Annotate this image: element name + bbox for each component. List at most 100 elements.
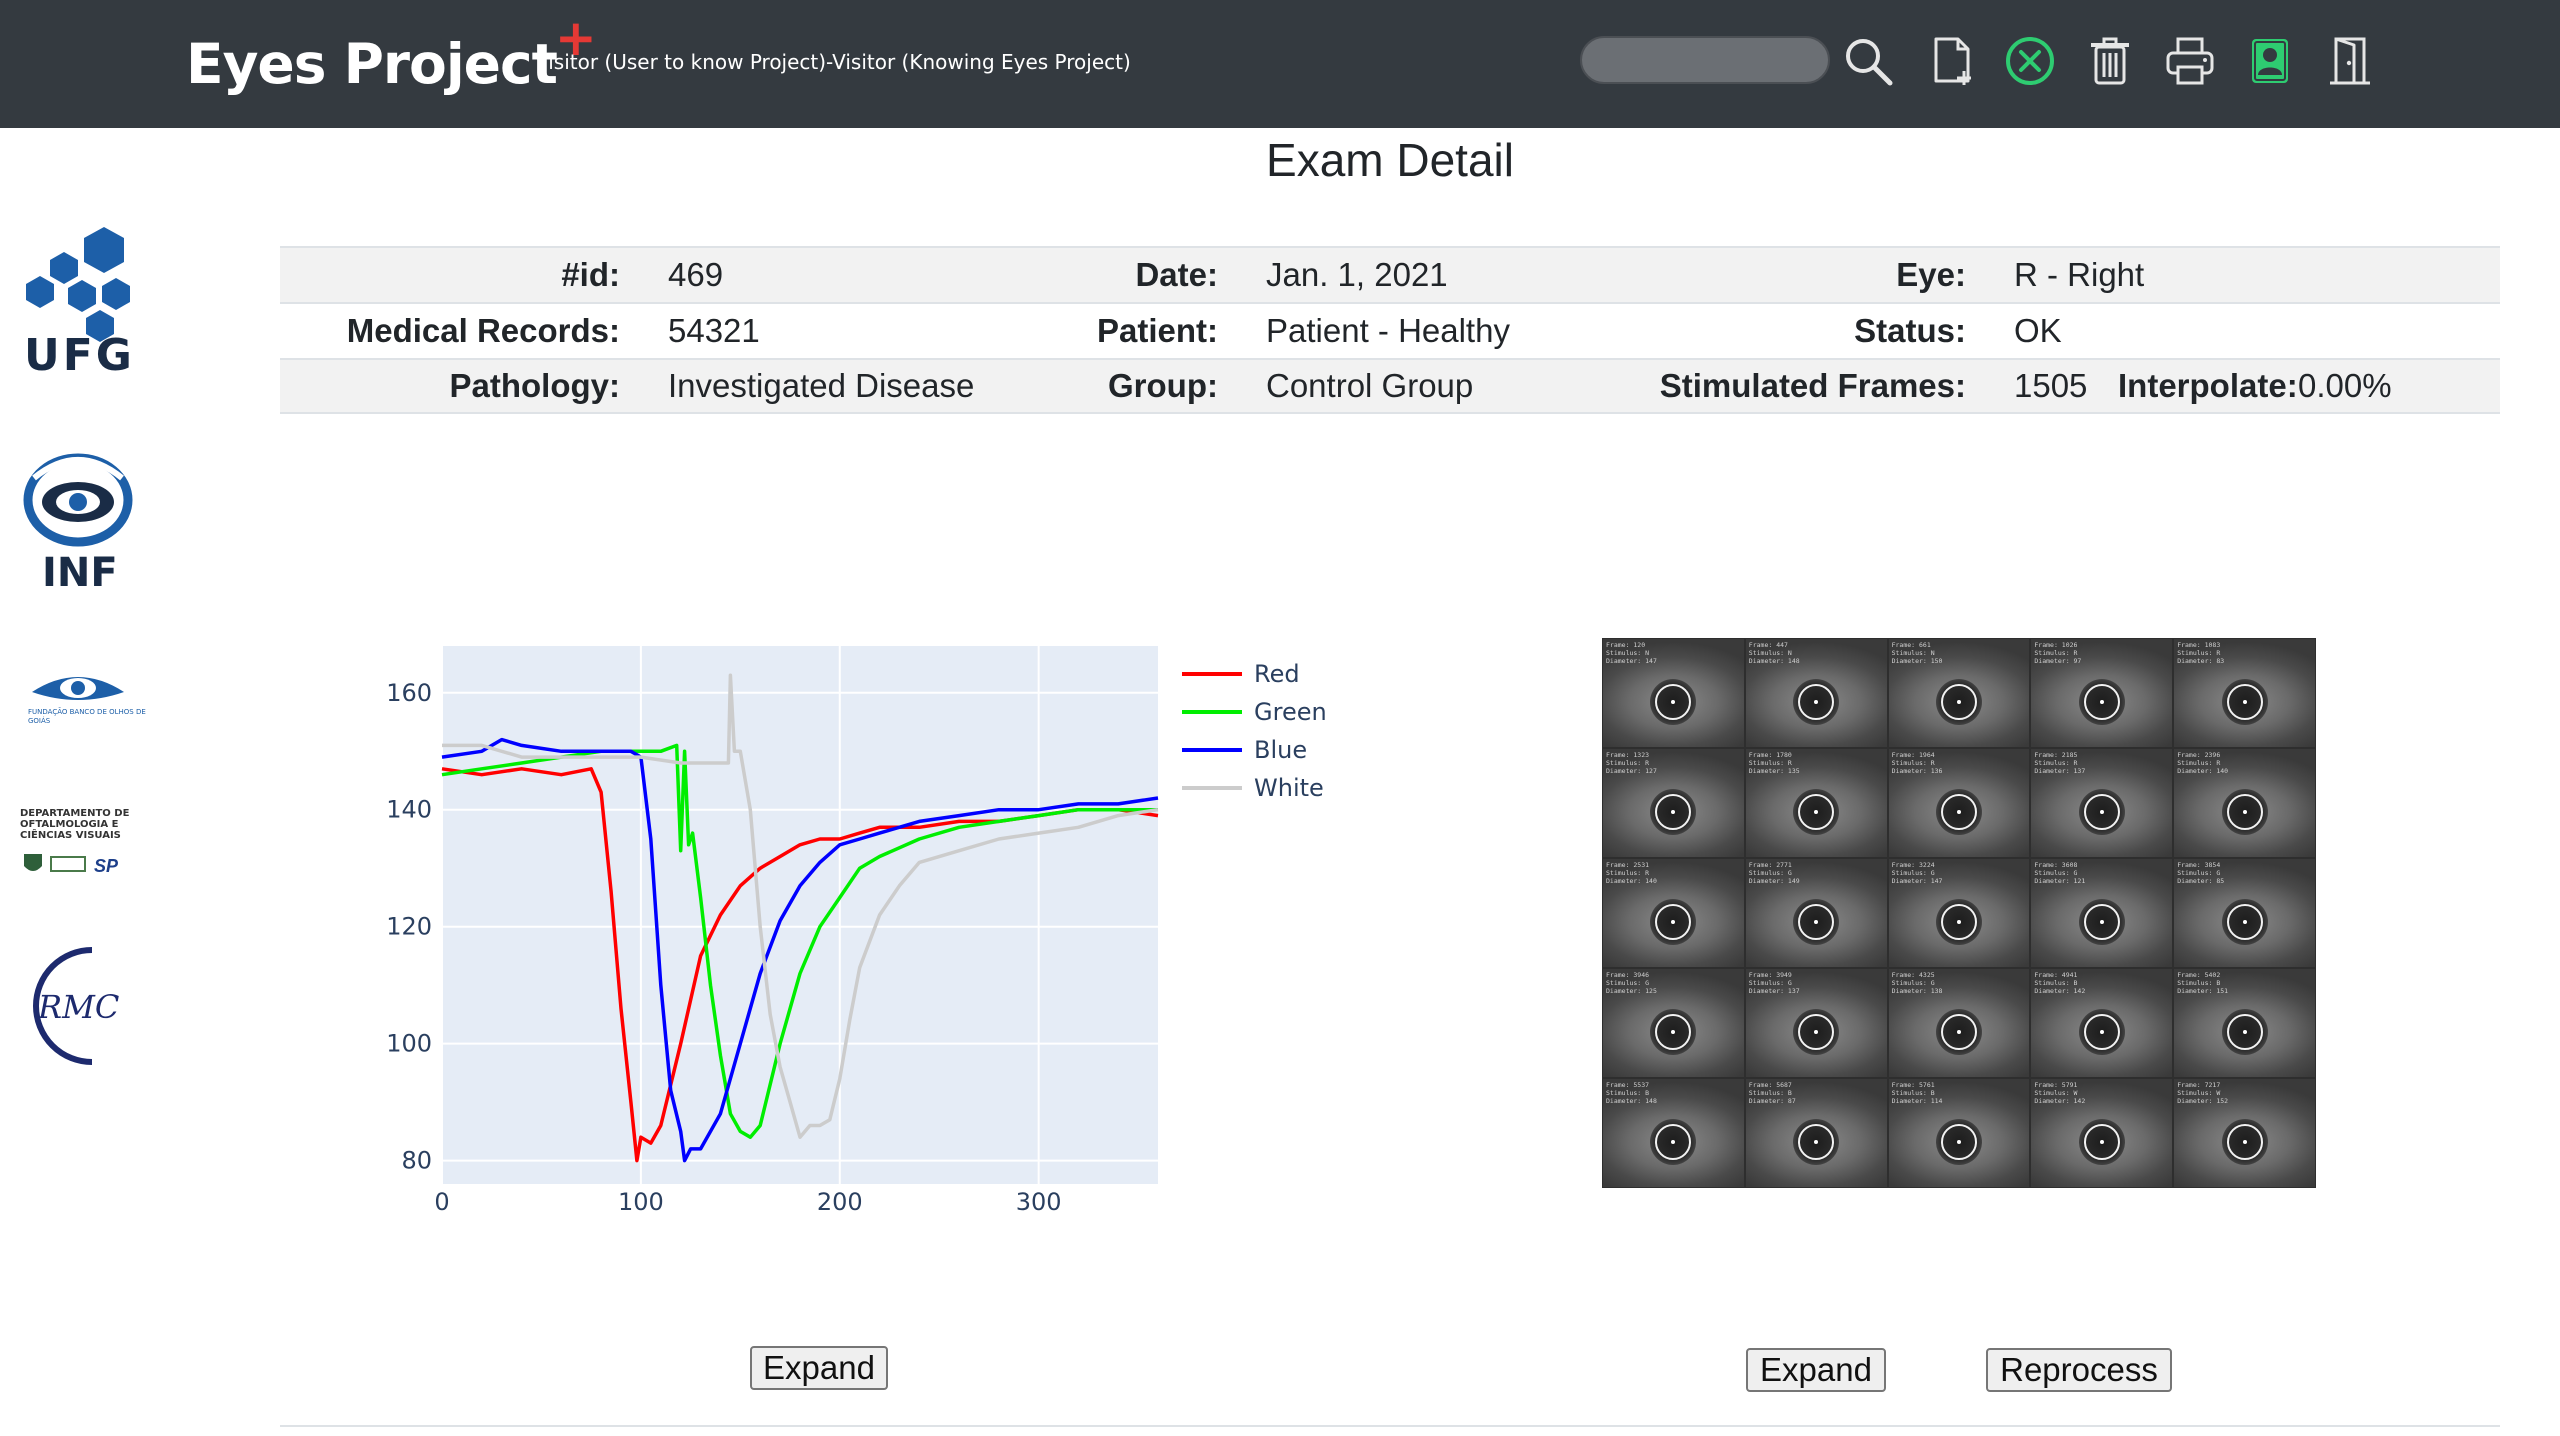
- group-value: Control Group: [1266, 367, 1474, 404]
- frame-caption: Frame: 7217 Stimulus: W Diameter: 152: [2177, 1081, 2229, 1105]
- y-tick-label: 140: [386, 796, 432, 824]
- expand-frames-button[interactable]: Expand: [1746, 1348, 1886, 1392]
- pupil-detection-ring: [1940, 1013, 1977, 1050]
- pupil-detection-ring: [1798, 1123, 1835, 1160]
- patient-value: Patient - Healthy: [1266, 312, 1510, 349]
- bottom-divider: [280, 1425, 2500, 1427]
- frame-caption: Frame: 2185 Stimulus: R Diameter: 137: [2034, 751, 2086, 775]
- brand-logo[interactable]: Eyes Project +: [186, 9, 599, 106]
- rmc-text: RMC: [37, 988, 119, 1026]
- frame-caption: Frame: 1083 Stimulus: R Diameter: 83: [2177, 641, 2225, 665]
- frame-caption: Frame: 3946 Stimulus: G Diameter: 125: [1606, 971, 1657, 995]
- pupil-center-marker: [2099, 919, 2104, 924]
- frame-caption: Frame: 1026 Stimulus: R Diameter: 97: [2034, 641, 2082, 665]
- reprocess-button[interactable]: Reprocess: [1986, 1348, 2172, 1392]
- pupil-center-marker: [1814, 809, 1819, 814]
- frame-caption: Frame: 5537 Stimulus: B Diameter: 148: [1606, 1081, 1657, 1105]
- search-icon[interactable]: [1840, 33, 1896, 89]
- departamento-logo: DEPARTAMENTO DE OFTALMOLOGIA E CIÊNCIAS …: [20, 808, 140, 888]
- ufg-text: UFG: [24, 330, 135, 381]
- x-tick-label: 0: [434, 1188, 449, 1216]
- frame-caption: Frame: 3608 Stimulus: G Diameter: 121: [2034, 861, 2086, 885]
- eye-frame-thumbnail: Frame: 4325 Stimulus: G Diameter: 138: [1887, 968, 2031, 1078]
- eye-label: Eye:: [1896, 256, 1966, 293]
- y-tick-label: 100: [386, 1030, 432, 1058]
- pupil-center-marker: [1671, 699, 1676, 704]
- brand-plus-mark: +: [554, 9, 597, 67]
- eye-frame-thumbnail: Frame: 1323 Stimulus: R Diameter: 127: [1602, 748, 1745, 858]
- frame-caption: Frame: 5687 Stimulus: B Diameter: 87: [1748, 1081, 1796, 1105]
- pupil-diameter-chart[interactable]: 0 100 200 300 80 100 120 140 160 Red Green Blue Whit…: [380, 620, 1380, 1240]
- user-badge-icon[interactable]: [2242, 33, 2298, 89]
- frames-label: Stimulated Frames:: [1659, 367, 1966, 404]
- eye-frame-thumbnail: Frame: 5791 Stimulus: W Diameter: 142: [2030, 1078, 2174, 1188]
- pupil-center-marker: [2242, 809, 2247, 814]
- frame-caption: Frame: 661 Stimulus: N Diameter: 150: [1891, 641, 1943, 665]
- top-navbar: Eyes Project + Visitor (User to know Pro…: [0, 0, 2560, 128]
- interpolate-label: Interpolate:: [2118, 367, 2298, 404]
- printer-icon[interactable]: [2162, 33, 2218, 89]
- pupil-detection-ring: [2226, 1013, 2263, 1050]
- eye-frame-thumbnail: Frame: 3608 Stimulus: G Diameter: 121: [2030, 858, 2174, 968]
- pupil-center-marker: [2242, 919, 2247, 924]
- pupil-detection-ring: [1940, 793, 1977, 830]
- group-label: Group:: [1108, 367, 1218, 404]
- y-tick-label: 120: [386, 913, 432, 941]
- eye-frame-thumbnail: Frame: 120 Stimulus: N Diameter: 147: [1602, 638, 1745, 748]
- pupil-center-marker: [1814, 1139, 1819, 1144]
- date-value: Jan. 1, 2021: [1266, 256, 1448, 293]
- frame-caption: Frame: 3224 Stimulus: G Diameter: 147: [1891, 861, 1943, 885]
- pupil-center-marker: [2099, 699, 2104, 704]
- inf-text: INF: [42, 550, 118, 596]
- pupil-detection-ring: [1655, 903, 1692, 940]
- search-input[interactable]: [1580, 36, 1830, 84]
- eye-frame-thumbnail: Frame: 2396 Stimulus: R Diameter: 140: [2173, 748, 2316, 858]
- page-title: Exam Detail: [1266, 134, 1514, 186]
- legend-label-blue: Blue: [1254, 736, 1307, 764]
- pupil-detection-ring: [1655, 683, 1692, 720]
- expand-chart-button[interactable]: Expand: [750, 1346, 888, 1390]
- id-value: 469: [668, 256, 724, 293]
- exam-info-row-1: #id: 469 Date: Jan. 1, 2021 Eye: R - Rig…: [280, 246, 2500, 302]
- pupil-center-marker: [1956, 919, 1961, 924]
- pupil-detection-ring: [1798, 793, 1835, 830]
- pupil-center-marker: [1671, 1139, 1676, 1144]
- inf-logo: INF: [20, 448, 140, 598]
- pupil-center-marker: [1814, 699, 1819, 704]
- frames-value: 1505: [2014, 367, 2088, 404]
- date-label: Date:: [1135, 256, 1218, 293]
- pupil-center-marker: [1956, 809, 1961, 814]
- new-file-icon[interactable]: [1924, 33, 1980, 89]
- ufg-logo: UFG: [20, 222, 140, 392]
- pupil-center-marker: [1814, 1029, 1819, 1034]
- brand-name: Eyes Project: [186, 32, 558, 96]
- eye-frame-thumbnail: Frame: 661 Stimulus: N Diameter: 150: [1887, 638, 2031, 748]
- pupil-center-marker: [2242, 1139, 2247, 1144]
- eye-frame-thumbnail: Frame: 5761 Stimulus: B Diameter: 114: [1887, 1078, 2031, 1188]
- exam-info-table: #id: 469 Date: Jan. 1, 2021 Eye: R - Rig…: [280, 246, 2500, 414]
- trash-icon[interactable]: [2082, 33, 2138, 89]
- frame-caption: Frame: 5761 Stimulus: B Diameter: 114: [1891, 1081, 1943, 1105]
- id-label: #id:: [561, 256, 620, 293]
- legend-label-green: Green: [1254, 698, 1327, 726]
- records-value: 54321: [668, 312, 760, 349]
- pupil-center-marker: [1814, 919, 1819, 924]
- pupil-detection-ring: [1940, 1123, 1977, 1160]
- status-value: OK: [2014, 312, 2062, 349]
- eye-frame-thumbnail: Frame: 3224 Stimulus: G Diameter: 147: [1887, 858, 2031, 968]
- interpolate-value: 0.00%: [2298, 367, 2392, 404]
- pupil-detection-ring: [1940, 903, 1977, 940]
- pupil-detection-ring: [1655, 793, 1692, 830]
- eye-frame-thumbnail: Frame: 1964 Stimulus: R Diameter: 136: [1887, 748, 2031, 858]
- eye-frame-thumbnail: Frame: 5537 Stimulus: B Diameter: 148: [1602, 1078, 1745, 1188]
- fundacao-text: FUNDAÇÃO BANCO DE OLHOS DE GOIÁS: [28, 708, 146, 725]
- frame-caption: Frame: 3854 Stimulus: G Diameter: 85: [2177, 861, 2225, 885]
- frames-mosaic[interactable]: Frame: 120 Stimulus: N Diameter: 147 Fram…: [1602, 638, 2316, 1188]
- eye-frame-thumbnail: Frame: 3949 Stimulus: G Diameter: 137: [1744, 968, 1888, 1078]
- close-circle-icon[interactable]: [2002, 33, 2058, 89]
- pupil-detection-ring: [1798, 683, 1835, 720]
- frame-caption: Frame: 2531 Stimulus: R Diameter: 140: [1606, 861, 1657, 885]
- pupil-detection-ring: [2083, 683, 2120, 720]
- pupil-detection-ring: [2226, 1123, 2263, 1160]
- exit-door-icon[interactable]: [2322, 33, 2378, 89]
